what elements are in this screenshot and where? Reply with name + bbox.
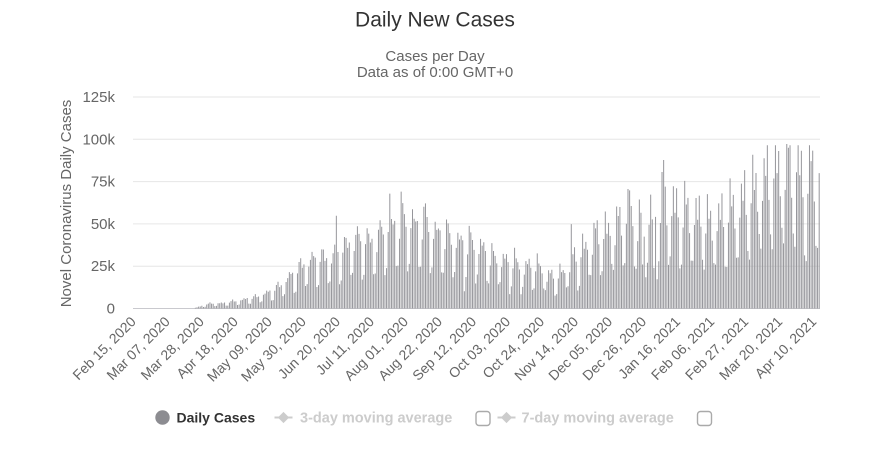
svg-text:Cases per Day: Cases per Day xyxy=(385,48,485,65)
svg-text:Daily Cases: Daily Cases xyxy=(177,410,256,426)
svg-text:0: 0 xyxy=(107,301,115,318)
svg-text:125k: 125k xyxy=(82,89,115,106)
svg-text:7-day moving average: 7-day moving average xyxy=(522,411,674,427)
svg-text:100k: 100k xyxy=(82,131,115,148)
svg-text:Data as of 0:00 GMT+0: Data as of 0:00 GMT+0 xyxy=(357,64,513,81)
svg-text:Novel Coronavirus Daily Cases: Novel Coronavirus Daily Cases xyxy=(58,100,75,308)
svg-text:3-day moving average: 3-day moving average xyxy=(300,411,452,427)
svg-text:25k: 25k xyxy=(91,258,116,275)
svg-text:Daily New Cases: Daily New Cases xyxy=(355,9,515,32)
svg-text:50k: 50k xyxy=(91,216,116,233)
svg-text:75k: 75k xyxy=(91,174,116,191)
